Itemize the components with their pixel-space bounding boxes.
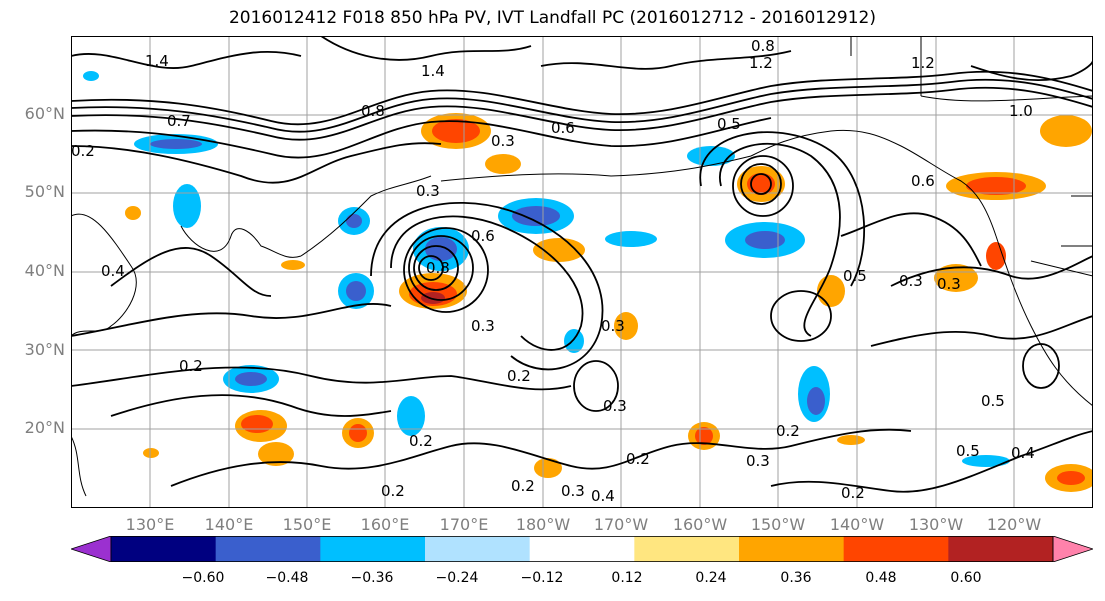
colorbar-tick: 0.36 (780, 570, 812, 586)
contour-label: 0.2 (841, 484, 865, 502)
colorbar-tick: 0.48 (865, 570, 897, 586)
colorbar-segments (71, 536, 1093, 562)
contour-label: 0.3 (937, 275, 961, 293)
lon-label-160e: 160°E (360, 515, 410, 534)
contour-label: 1.0 (1009, 102, 1033, 120)
contour-label: 0.5 (717, 115, 741, 133)
lat-label-40n: 40°N (24, 261, 65, 280)
lon-label-130w: 130°W (908, 515, 964, 534)
contour-label: 0.2 (71, 142, 95, 160)
contour-label: 1.2 (911, 54, 935, 72)
contour-label: 0.2 (776, 422, 800, 440)
lat-label-20n: 20°N (24, 418, 65, 437)
colorbar-segment (843, 536, 949, 562)
colorbar-outline (110, 536, 1054, 562)
contour-label: 0.3 (471, 317, 495, 335)
lon-label-160w: 160°W (672, 515, 728, 534)
contour-label: 0.2 (409, 432, 433, 450)
contour-label: 0.6 (551, 119, 575, 137)
lon-label-170w: 170°W (593, 515, 649, 534)
contour-label: 0.5 (981, 392, 1005, 410)
colorbar-segment (739, 536, 845, 562)
map-frame (71, 36, 1093, 508)
graticule (71, 36, 1093, 508)
colorbar-segment (425, 536, 531, 562)
colorbar-tick: −0.48 (265, 570, 309, 586)
lon-label-130e: 130°E (125, 515, 175, 534)
contour-label: 0.3 (746, 452, 770, 470)
contour-label: 0.4 (101, 262, 125, 280)
contour-label: 1.4 (421, 62, 445, 80)
lat-label-30n: 30°N (24, 340, 65, 359)
contour-label: 0.3 (561, 482, 585, 500)
lon-label-150e: 150°E (282, 515, 332, 534)
contour-label: 0.3 (899, 272, 923, 290)
contour-label: 1.2 (749, 54, 773, 72)
lon-label-140w: 140°W (829, 515, 885, 534)
contour-label: 0.2 (626, 450, 650, 468)
lon-label-170e: 170°E (439, 515, 489, 534)
colorbar-segment (948, 536, 1054, 562)
contour-label: 0.2 (179, 357, 203, 375)
colorbar-extend-low (71, 536, 112, 562)
contour-labels: 0.8 1.2 1.0 1.2 1.4 1.4 0.8 0.7 0.6 0.5 … (71, 37, 1035, 505)
contour-label: 0.4 (591, 487, 615, 505)
colorbar-segment (215, 536, 321, 562)
contour-label: 0.7 (167, 112, 191, 130)
lat-label-60n: 60°N (24, 104, 65, 123)
contour-label: 0.5 (956, 442, 980, 460)
contour-label: 0.6 (471, 227, 495, 245)
lon-label-150w: 150°W (750, 515, 806, 534)
contour-label: 0.3 (416, 182, 440, 200)
colorbar-segment (634, 536, 740, 562)
contour-label: 1.4 (145, 52, 169, 70)
lon-label-140e: 140°E (204, 515, 254, 534)
contour-label: 0.2 (507, 367, 531, 385)
lon-label-120w: 120°W (986, 515, 1042, 534)
pv-ivt-map: 0.8 1.2 1.0 1.2 1.4 1.4 0.8 0.7 0.6 0.5 … (71, 36, 1093, 508)
colorbar-segment (320, 536, 426, 562)
coastlines (71, 36, 1093, 497)
contour-label: 0.8 (361, 102, 385, 120)
contour-label: 0.3 (601, 317, 625, 335)
contour-label: 0.8 (751, 37, 775, 55)
colorbar-tick: −0.36 (350, 570, 394, 586)
contour-label: 0.4 (1011, 444, 1035, 462)
colorbar-tick: 0.12 (611, 570, 643, 586)
colorbar-segment (111, 536, 217, 562)
chart-title: 2016012412 F018 850 hPa PV, IVT Landfall… (228, 8, 876, 28)
contour-label: 0.3 (491, 132, 515, 150)
contour-label: 0.3 (603, 397, 627, 415)
contour-label: 0.2 (511, 477, 535, 495)
contour-label: 0.2 (381, 482, 405, 500)
colorbar-segment (529, 536, 635, 562)
colorbar (71, 536, 1093, 562)
colorbar-tick: −0.12 (520, 570, 564, 586)
colorbar-tick: −0.60 (181, 570, 225, 586)
colorbar-tick: 0.24 (695, 570, 727, 586)
lat-label-50n: 50°N (24, 182, 65, 201)
contour-label: 0.6 (911, 172, 935, 190)
lon-label-180w: 180°W (515, 515, 571, 534)
colorbar-tick: 0.60 (950, 570, 982, 586)
colorbar-extend-high (1052, 536, 1093, 562)
contour-label: 0.8 (426, 259, 450, 277)
contour-label: 0.5 (843, 267, 867, 285)
pv-contours (71, 36, 1093, 493)
colorbar-tick: −0.24 (435, 570, 479, 586)
